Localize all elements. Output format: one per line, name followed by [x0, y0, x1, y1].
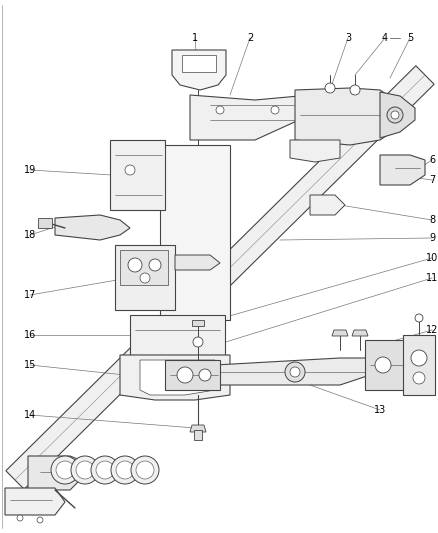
Circle shape [199, 369, 211, 381]
Polygon shape [160, 145, 230, 320]
Circle shape [350, 85, 360, 95]
Circle shape [285, 362, 305, 382]
Circle shape [37, 517, 43, 523]
Circle shape [17, 515, 23, 521]
Circle shape [177, 367, 193, 383]
Polygon shape [6, 66, 434, 489]
Text: 5: 5 [407, 33, 413, 43]
Circle shape [391, 111, 399, 119]
Circle shape [128, 258, 142, 272]
Text: 11: 11 [426, 273, 438, 283]
Text: 13: 13 [374, 405, 386, 415]
Circle shape [415, 314, 423, 322]
Polygon shape [194, 430, 202, 440]
Text: 10: 10 [426, 253, 438, 263]
Text: 12: 12 [426, 325, 438, 335]
Text: 3: 3 [345, 33, 351, 43]
Text: 1: 1 [192, 33, 198, 43]
Polygon shape [352, 330, 368, 336]
Circle shape [149, 259, 161, 271]
Polygon shape [215, 358, 370, 385]
Text: 19: 19 [24, 165, 36, 175]
Polygon shape [55, 215, 130, 240]
Polygon shape [182, 55, 216, 72]
Circle shape [140, 273, 150, 283]
Polygon shape [38, 218, 52, 228]
Circle shape [136, 461, 154, 479]
Text: 16: 16 [24, 330, 36, 340]
Polygon shape [190, 95, 310, 140]
Polygon shape [120, 355, 230, 400]
Text: 17: 17 [24, 290, 36, 300]
Circle shape [325, 83, 335, 93]
Polygon shape [165, 360, 220, 390]
Circle shape [91, 456, 119, 484]
Circle shape [271, 106, 279, 114]
Polygon shape [190, 425, 206, 432]
Circle shape [131, 456, 159, 484]
Text: 14: 14 [24, 410, 36, 420]
Polygon shape [295, 88, 395, 145]
Circle shape [125, 165, 135, 175]
Circle shape [387, 107, 403, 123]
Circle shape [375, 357, 391, 373]
Circle shape [290, 367, 300, 377]
Polygon shape [290, 140, 340, 162]
Circle shape [71, 456, 99, 484]
Circle shape [411, 350, 427, 366]
Circle shape [111, 456, 139, 484]
Text: 9: 9 [429, 233, 435, 243]
Polygon shape [115, 245, 175, 310]
Polygon shape [130, 315, 225, 355]
Polygon shape [192, 320, 204, 326]
Text: 6: 6 [429, 155, 435, 165]
Text: 18: 18 [24, 230, 36, 240]
Polygon shape [310, 195, 345, 215]
Text: 7: 7 [429, 175, 435, 185]
Polygon shape [5, 488, 65, 515]
Circle shape [96, 461, 114, 479]
Circle shape [51, 456, 79, 484]
Polygon shape [140, 360, 215, 395]
Polygon shape [332, 330, 348, 336]
Circle shape [193, 337, 203, 347]
Circle shape [216, 106, 224, 114]
Polygon shape [380, 155, 425, 185]
Polygon shape [110, 140, 165, 210]
Polygon shape [403, 335, 435, 395]
Circle shape [116, 461, 134, 479]
Polygon shape [28, 456, 80, 490]
Circle shape [76, 461, 94, 479]
Text: 4: 4 [382, 33, 388, 43]
Text: 2: 2 [247, 33, 253, 43]
Polygon shape [120, 250, 168, 285]
Polygon shape [172, 50, 226, 90]
Circle shape [413, 372, 425, 384]
Polygon shape [175, 255, 220, 270]
Circle shape [56, 461, 74, 479]
Text: 15: 15 [24, 360, 36, 370]
Polygon shape [380, 92, 415, 138]
Text: 8: 8 [429, 215, 435, 225]
Polygon shape [365, 340, 405, 390]
